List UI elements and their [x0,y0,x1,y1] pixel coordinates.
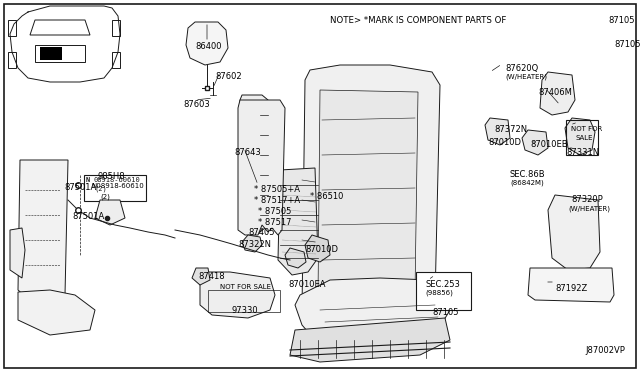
Text: (W/HEATER): (W/HEATER) [505,74,547,80]
Text: 87105: 87105 [432,308,458,317]
Text: 97330: 97330 [232,306,259,315]
Polygon shape [35,45,85,62]
Polygon shape [192,268,210,285]
Polygon shape [18,290,95,335]
Text: * 87505+A: * 87505+A [254,185,300,194]
Text: 87010D: 87010D [488,138,521,147]
Polygon shape [540,72,575,115]
Text: N: N [86,177,90,183]
Bar [8,20,16,36]
Bar [8,52,16,68]
Text: SEC.253: SEC.253 [425,280,460,289]
Polygon shape [565,118,595,155]
Text: 87603: 87603 [183,100,210,109]
Text: 87331N: 87331N [566,148,599,157]
Text: 87322N: 87322N [238,240,271,249]
Text: 87620Q: 87620Q [505,64,538,73]
Text: 87501A: 87501A [72,212,104,221]
Bar [112,20,120,36]
Polygon shape [10,228,25,278]
Polygon shape [305,235,330,262]
Polygon shape [186,22,228,65]
Bar [208,290,280,312]
Polygon shape [318,90,418,308]
Text: 87643: 87643 [234,148,260,157]
Text: 87406M: 87406M [538,88,572,97]
Polygon shape [295,278,450,345]
Text: 87105: 87105 [608,16,634,25]
Bar [416,272,471,310]
Polygon shape [285,248,306,268]
Text: 87192Z: 87192Z [555,284,588,293]
Text: (2): (2) [94,186,107,192]
Text: SALE: SALE [576,135,593,141]
Bar [566,120,598,155]
Text: 86400: 86400 [195,42,221,51]
Text: 87320P: 87320P [571,195,603,204]
Polygon shape [30,20,90,35]
Text: J87002VP: J87002VP [585,346,625,355]
Polygon shape [200,272,275,318]
Text: (98856): (98856) [425,290,453,296]
Bar [84,175,146,201]
Text: * 86510: * 86510 [310,192,344,201]
Text: 87602: 87602 [215,72,242,81]
Text: 87405: 87405 [248,228,275,237]
Text: * 87517+A: * 87517+A [254,196,300,205]
Text: 87010D: 87010D [305,245,338,254]
Polygon shape [290,318,450,362]
Text: N08918-60610: N08918-60610 [91,183,144,189]
Polygon shape [485,118,510,145]
Text: (2): (2) [100,193,110,199]
Bar [112,52,120,68]
Polygon shape [240,95,268,232]
Polygon shape [238,100,285,235]
Text: * 87505: * 87505 [258,207,291,216]
Text: SEC.86B: SEC.86B [510,170,546,179]
Polygon shape [18,160,68,305]
Text: 985H8: 985H8 [98,172,125,181]
Text: NOT FOR SALE: NOT FOR SALE [220,284,271,290]
Text: 87010EA: 87010EA [288,280,326,289]
Text: 87105: 87105 [614,40,640,49]
Polygon shape [528,268,614,302]
Polygon shape [95,200,125,225]
Text: NOT FOR: NOT FOR [571,126,602,132]
Text: 87418: 87418 [198,272,225,281]
Text: 87010EB: 87010EB [530,140,568,149]
Polygon shape [522,130,548,155]
Text: 87501A: 87501A [64,183,96,192]
Text: * 87517: * 87517 [258,218,291,227]
Bar [40,47,62,60]
Text: 87372N: 87372N [494,125,527,134]
Polygon shape [242,235,262,252]
Text: NOTE> *MARK IS COMPONENT PARTS OF: NOTE> *MARK IS COMPONENT PARTS OF [330,16,506,25]
Polygon shape [278,168,318,275]
Text: (W/HEATER): (W/HEATER) [568,205,610,212]
Polygon shape [548,195,600,270]
Polygon shape [302,65,440,330]
Text: 08918-60610: 08918-60610 [93,177,140,183]
Text: (86842M): (86842M) [510,180,544,186]
